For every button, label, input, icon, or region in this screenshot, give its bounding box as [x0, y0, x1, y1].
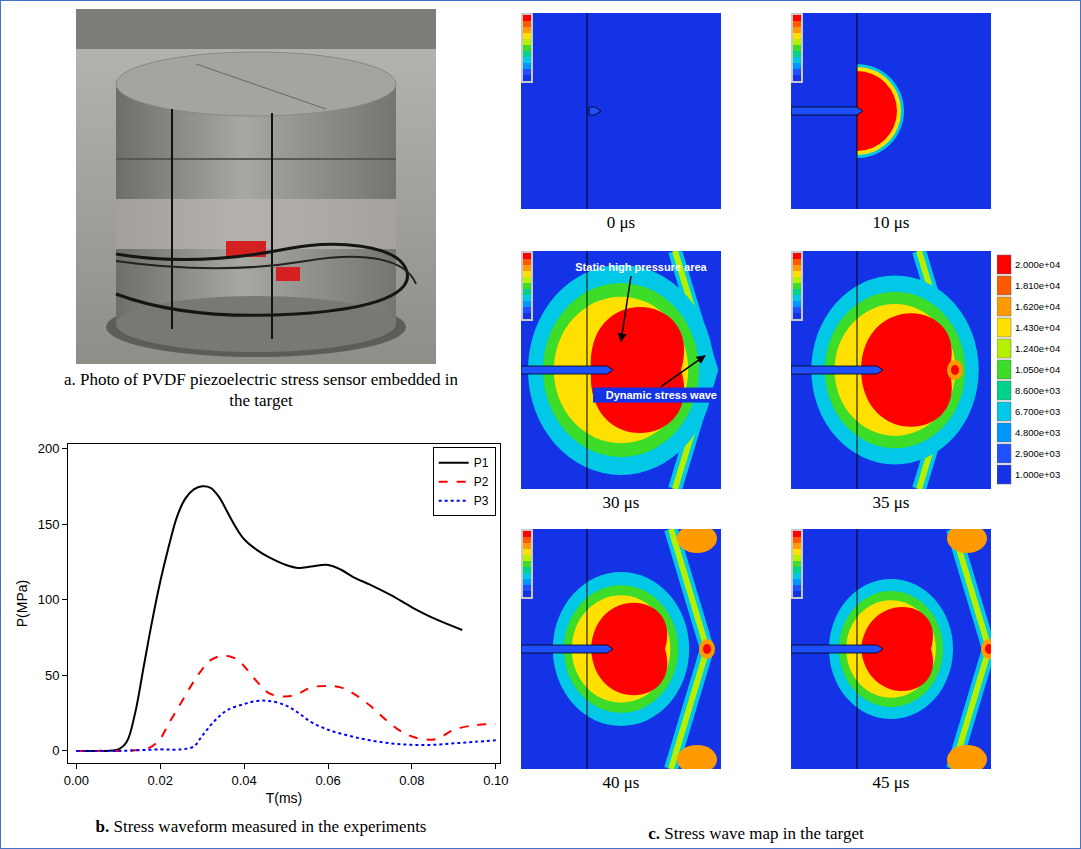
svg-text:150: 150 [38, 517, 60, 532]
html-text:30 μs: 30 μs [602, 493, 640, 512]
svg-text:1.050e+04: 1.050e+04 [1015, 364, 1060, 375]
svg-text:2.900e+03: 2.900e+03 [1015, 448, 1060, 459]
svg-text:P2: P2 [474, 475, 489, 489]
html-text:40 μs: 40 μs [602, 773, 640, 792]
html-text:b. Stress waveform measured in: b. Stress waveform measured in the exper… [95, 817, 427, 836]
svg-text:1.810e+04: 1.810e+04 [1015, 280, 1060, 291]
svg-text:0.02: 0.02 [148, 773, 173, 788]
svg-text:1.000e+03: 1.000e+03 [1015, 469, 1060, 480]
svg-text:1.240e+04: 1.240e+04 [1015, 343, 1060, 354]
svg-text:100: 100 [38, 592, 60, 607]
svg-text:0.06: 0.06 [315, 773, 340, 788]
svg-text:P(MPa): P(MPa) [14, 580, 30, 627]
svg-text:P3: P3 [474, 494, 489, 508]
svg-text:50: 50 [45, 668, 59, 683]
svg-text:0.00: 0.00 [64, 773, 89, 788]
svg-text:4.800e+03: 4.800e+03 [1015, 427, 1060, 438]
svg-text:0: 0 [52, 743, 59, 758]
html-text:10 μs: 10 μs [872, 213, 910, 232]
svg-text:2.000e+04: 2.000e+04 [1015, 259, 1060, 270]
svg-text:6.700e+03: 6.700e+03 [1015, 406, 1060, 417]
html-text:c. Stress wave map in the targ: c. Stress wave map in the target [648, 824, 864, 843]
svg-text:200: 200 [38, 441, 60, 456]
html-text:0 μs: 0 μs [606, 213, 636, 232]
svg-text:1.620e+04: 1.620e+04 [1015, 301, 1060, 312]
html-text:35 μs: 35 μs [872, 493, 910, 512]
svg-text:Dynamic stress wave: Dynamic stress wave [606, 389, 717, 401]
html-text:45 μs: 45 μs [872, 773, 910, 792]
html-text:a. Photo of PVDF piezoelectric: a. Photo of PVDF piezoelectric stress se… [63, 370, 459, 410]
svg-text:Static high pressure area: Static high pressure area [575, 261, 707, 273]
svg-text:P1: P1 [474, 456, 489, 470]
svg-text:8.600e+03: 8.600e+03 [1015, 385, 1060, 396]
svg-text:0.04: 0.04 [232, 773, 257, 788]
svg-text:T(ms): T(ms) [266, 790, 303, 806]
svg-text:0.08: 0.08 [399, 773, 424, 788]
svg-text:0.10: 0.10 [483, 773, 508, 788]
svg-text:1.430e+04: 1.430e+04 [1015, 322, 1060, 333]
